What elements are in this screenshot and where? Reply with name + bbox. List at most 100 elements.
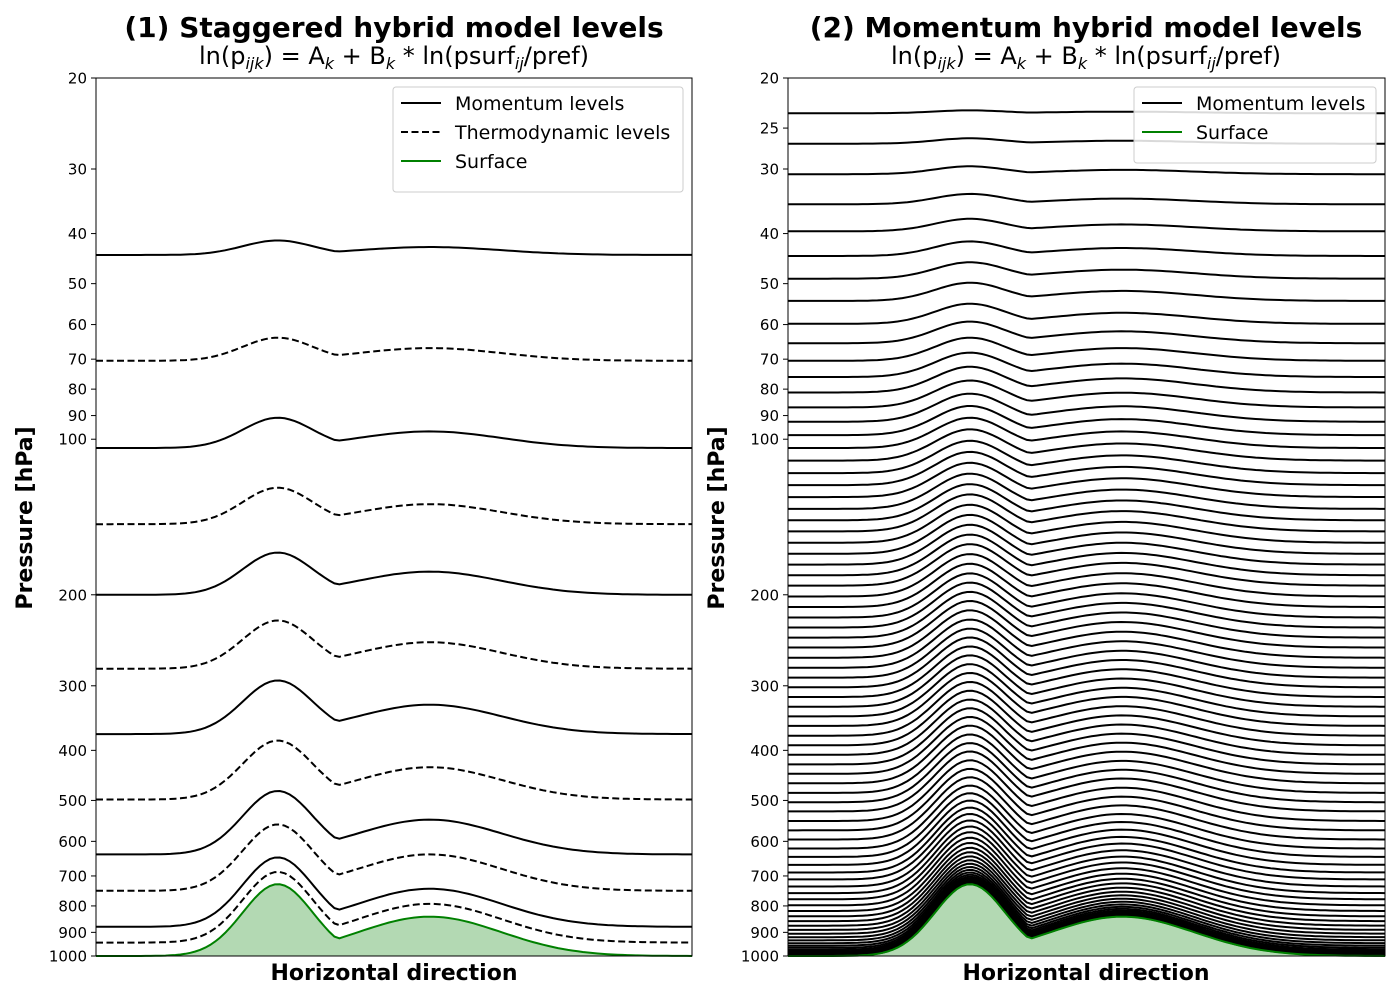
momentum-level-line [788,862,1385,935]
momentum-level-line [788,841,1385,912]
momentum-level-line [788,759,1385,822]
surface-line [96,883,693,957]
momentum-level-line [788,819,1386,888]
y-tick-label: 300 [58,677,87,695]
momentum-level-line [788,618,1385,669]
thermodynamic-level-line [96,336,692,362]
momentum-level-line [788,428,1385,462]
y-tick-label: 300 [750,677,779,695]
momentum-level-line [788,806,1385,874]
momentum-level-line [788,851,1385,923]
y-tick-label: 40 [68,225,87,243]
momentum-level-line [788,513,1385,555]
legend-box [1133,86,1377,164]
momentum-level-line [788,855,1385,927]
legend-label: Surface [1196,122,1268,144]
momentum-level-line [788,461,1385,499]
surface-line [788,883,1386,957]
momentum-level-line [788,416,1385,449]
y-tick-label: 30 [760,161,779,179]
y-tick-label: 1000 [49,948,87,966]
momentum-level-line [788,671,1386,727]
surface-fill [788,884,1385,956]
legend-box [392,86,684,193]
momentum-level-line [788,599,1385,649]
momentum-level-line [788,784,1385,850]
legend-label: Momentum levels [455,93,624,115]
y-tick-label: 40 [760,225,779,243]
y-tick-label: 50 [760,275,779,293]
legend-label: Thermodynamic levels [454,122,670,144]
thermodynamic-level-line [96,823,692,892]
y-tick-label: 90 [68,407,87,425]
momentum-level-line [788,240,1385,257]
momentum-level-line [788,868,1385,942]
momentum-level-line [788,336,1385,362]
plot-area: 20 30 40 50 60 70 80 90 100 200 300 400 500 600 700 800… [49,70,693,966]
momentum-level-line [788,493,1385,533]
momentum-level-line [96,239,692,256]
y-tick-label: 90 [760,407,779,425]
momentum-level-line [788,875,1385,949]
momentum-level-line [788,742,1385,804]
momentum-level-line [96,679,692,736]
momentum-level-line [788,767,1385,832]
y-tick-label: 800 [58,897,87,915]
momentum-level-line [96,551,693,596]
chart-panel-momentum: (2) Momentum hybrid model levels ln(pijk… [705,11,1386,986]
surface-fill [96,884,692,956]
momentum-level-line [788,733,1385,794]
momentum-level-line [788,562,1385,608]
y-axis-label: Pressure [hPa] [13,426,38,609]
momentum-level-line [788,439,1385,475]
momentum-level-line [788,680,1386,737]
momentum-level-line [788,698,1385,756]
momentum-level-line [788,320,1385,345]
momentum-level-line [788,877,1385,951]
x-axis-label: Horizontal direction [271,961,518,986]
chart-title: (1) Staggered hybrid model levels [124,11,663,44]
momentum-level-line [788,165,1385,176]
momentum-level-line [788,553,1385,598]
momentum-level-line [788,581,1385,629]
y-tick-label: 200 [750,586,779,604]
y-tick-label: 700 [58,867,87,885]
thermodynamic-level-line [96,619,693,670]
y-tick-label: 600 [750,833,779,851]
y-tick-label: 900 [58,924,87,942]
y-axis-label: Pressure [hPa] [705,426,730,609]
plot-area: 20 25 30 40 50 60 70 80 90 100 200 300 400 500 600 700 8… [741,70,1386,966]
momentum-level-line [788,590,1385,639]
momentum-level-line [788,450,1385,487]
momentum-level-line [788,825,1386,895]
momentum-level-line [788,715,1385,775]
y-tick-label: 60 [68,316,87,334]
y-tick-label: 900 [750,924,779,942]
y-tick-label: 800 [750,897,779,915]
momentum-level-line [788,392,1385,423]
momentum-level-line [788,627,1385,679]
chart-subtitle: ln(pijk) = Ak + Bk * ln(psurfij/pref) [199,42,589,73]
thermodynamic-level-line [96,870,692,944]
y-tick-label: 30 [68,161,87,179]
momentum-level-line [788,776,1385,841]
momentum-level-line [788,812,1385,881]
chart-panel-staggered: (1) Staggered hybrid model levels ln(pij… [13,11,693,986]
momentum-level-line [96,789,692,856]
momentum-level-line [788,365,1385,394]
momentum-level-line [788,707,1385,766]
y-tick-label: 500 [750,792,779,810]
y-tick-label: 20 [760,70,779,88]
y-tick-label: 1000 [741,948,779,966]
y-tick-label: 80 [68,381,87,399]
momentum-level-line [788,636,1385,689]
y-tick-label: 100 [750,431,779,449]
y-tick-label: 500 [58,792,87,810]
momentum-level-line [788,302,1385,325]
momentum-level-line [788,351,1385,378]
momentum-level-line [788,878,1385,953]
thermodynamic-level-line [96,486,692,526]
momentum-level-line [788,523,1385,566]
momentum-level-line [788,799,1385,866]
y-tick-label: 600 [58,833,87,851]
